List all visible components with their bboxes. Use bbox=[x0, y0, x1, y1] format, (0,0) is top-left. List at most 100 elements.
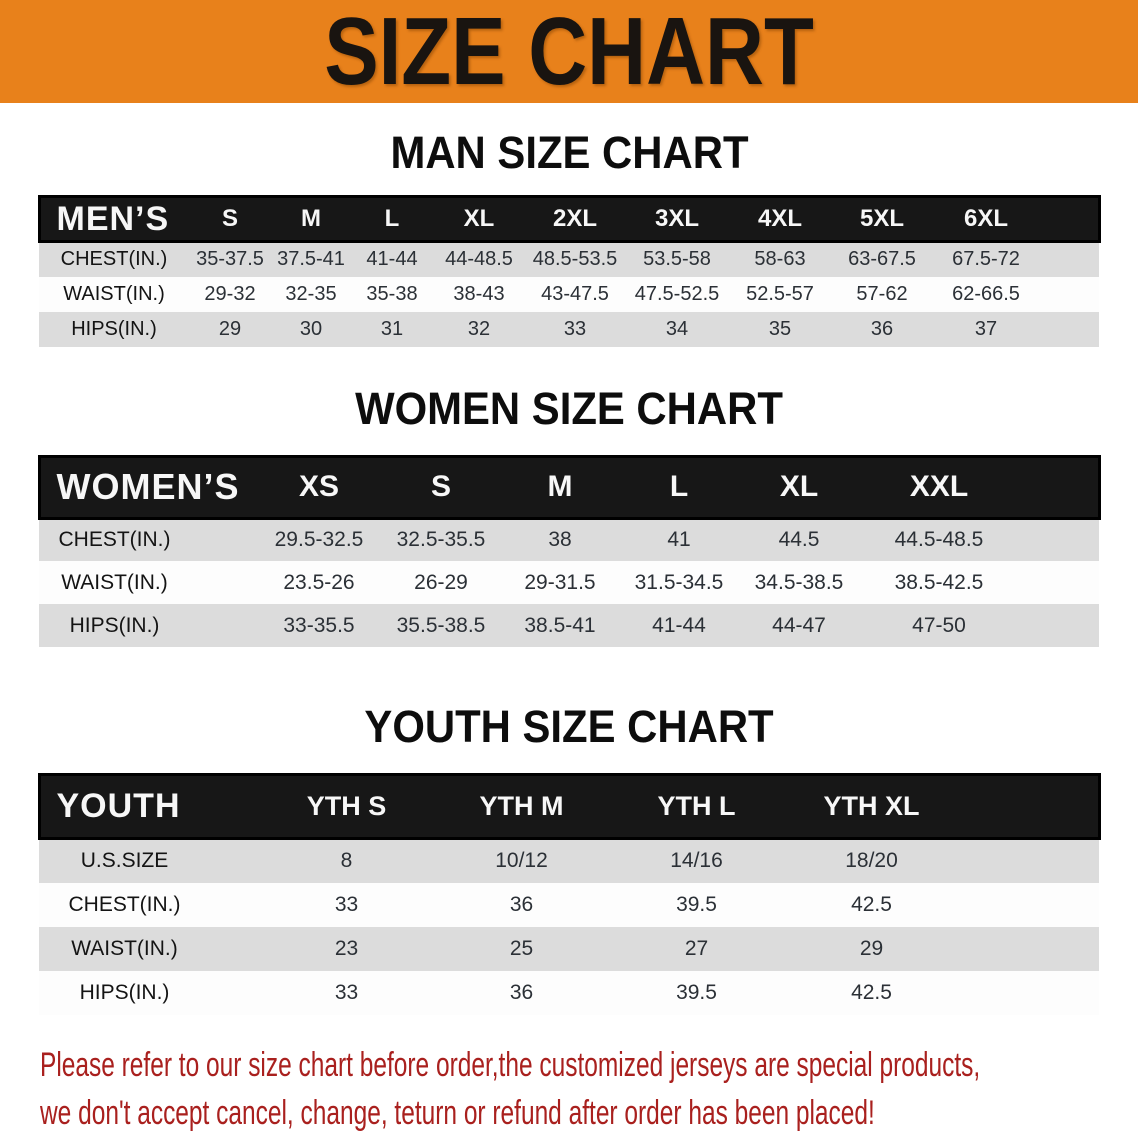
header-spacer bbox=[1039, 197, 1099, 242]
size-value-cell: 39.5 bbox=[676, 892, 717, 916]
size-value-cell: 47-50 bbox=[912, 613, 966, 637]
size-value-cell: 25 bbox=[509, 936, 534, 960]
size-column-header: XL bbox=[779, 470, 819, 503]
size-value-cell: 48.5-53.5 bbox=[532, 248, 618, 271]
row-label: HIPS(IN.) bbox=[79, 980, 170, 1004]
size-value-cell: 32-35 bbox=[285, 282, 337, 305]
size-value-cell: 29 bbox=[218, 317, 242, 340]
size-column-header: S bbox=[430, 470, 451, 503]
row-label: WAIST(IN.) bbox=[63, 282, 165, 305]
men-size-table: MEN’S S M L XL 2XL 3XL 4XL 5XL 6XL CHEST(IN.) 35-3… bbox=[38, 195, 1101, 347]
size-value-cell: 44.5 bbox=[778, 528, 820, 552]
size-value-cell: 29-32 bbox=[204, 282, 256, 305]
row-label: U.S.SIZE bbox=[80, 849, 169, 873]
women-section-heading: WOMEN SIZE CHART bbox=[0, 382, 1138, 434]
size-column-header: 2XL bbox=[552, 205, 597, 232]
size-value-cell: 34.5-38.5 bbox=[754, 570, 844, 594]
size-column-header: YTH M bbox=[479, 791, 564, 821]
size-value-cell: 32.5-35.5 bbox=[396, 528, 486, 552]
size-value-cell: 36 bbox=[509, 980, 534, 1004]
measurement-row: CHEST(IN.) 33 36 39.5 42.5 bbox=[39, 882, 1099, 927]
size-value-cell: 33 bbox=[563, 317, 587, 340]
size-value-cell: 62-66.5 bbox=[952, 282, 1020, 305]
size-column-header: XL bbox=[463, 205, 495, 232]
table-header-row: YOUTH YTH S YTH M YTH L YTH XL bbox=[39, 774, 1099, 839]
youth-size-table: YOUTH YTH S YTH M YTH L YTH XL U.S.SIZE 8 10/1… bbox=[38, 773, 1101, 1015]
disclaimer-line-2: we don't accept cancel, change, teturn o… bbox=[40, 1093, 875, 1132]
women-section-heading-text: WOMEN SIZE CHART bbox=[355, 382, 783, 434]
size-value-cell: 37 bbox=[974, 317, 998, 340]
size-column-header: XXL bbox=[909, 470, 969, 503]
size-value-cell: 23.5-26 bbox=[283, 570, 355, 594]
size-value-cell: 43-47.5 bbox=[541, 282, 609, 305]
row-spacer bbox=[959, 883, 1099, 927]
size-value-cell: 29-31.5 bbox=[524, 570, 596, 594]
disclaimer-line-1: Please refer to our size chart before or… bbox=[40, 1045, 981, 1084]
row-spacer bbox=[959, 927, 1099, 971]
size-value-cell: 34 bbox=[665, 317, 689, 340]
size-value-cell: 26-29 bbox=[414, 570, 468, 594]
size-value-cell: 35 bbox=[768, 317, 792, 340]
women-size-table: WOMEN’S XS S M L XL XXL CHEST(IN.) 29.5-32.5 32.… bbox=[38, 455, 1101, 647]
table-header-row: WOMEN’S XS S M L XL XXL bbox=[39, 456, 1099, 518]
row-label: WAIST(IN.) bbox=[71, 936, 178, 960]
table-header-row: MEN’S S M L XL 2XL 3XL 4XL 5XL 6XL bbox=[39, 196, 1099, 242]
youth-section-heading: YOUTH SIZE CHART bbox=[0, 703, 1138, 751]
size-value-cell: 31.5-34.5 bbox=[634, 570, 724, 594]
table-corner-label: WOMEN’S bbox=[56, 466, 240, 507]
measurement-row: CHEST(IN.) 29.5-32.5 32.5-35.5 38 41 44.5 44.5… bbox=[39, 518, 1099, 561]
size-column-header: 3XL bbox=[654, 205, 699, 232]
measurement-row: HIPS(IN.) 33 36 39.5 42.5 bbox=[39, 970, 1099, 1015]
size-value-cell: 33-35.5 bbox=[283, 613, 355, 637]
measurement-row: WAIST(IN.) 29-32 32-35 35-38 38-43 43-47.5 47.… bbox=[39, 276, 1099, 312]
size-value-cell: 44-47 bbox=[772, 613, 826, 637]
size-value-cell: 44.5-48.5 bbox=[894, 528, 984, 552]
row-label: HIPS(IN.) bbox=[69, 613, 160, 637]
size-value-cell: 42.5 bbox=[851, 980, 892, 1004]
size-value-cell: 30 bbox=[299, 317, 323, 340]
size-chart-banner: SIZE CHART bbox=[0, 0, 1138, 103]
size-value-cell: 29 bbox=[859, 936, 884, 960]
size-column-header: 6XL bbox=[963, 205, 1008, 232]
size-column-header: M bbox=[301, 205, 321, 232]
size-value-cell: 35-37.5 bbox=[196, 248, 264, 271]
row-spacer bbox=[1039, 277, 1099, 312]
men-section-heading-text: MAN SIZE CHART bbox=[389, 127, 749, 178]
size-value-cell: 36 bbox=[870, 317, 894, 340]
size-value-cell: 38.5-41 bbox=[524, 613, 596, 637]
men-section-heading: MAN SIZE CHART bbox=[0, 129, 1138, 177]
size-value-cell: 35-38 bbox=[366, 282, 418, 305]
size-column-header: S bbox=[221, 205, 238, 232]
size-value-cell: 8 bbox=[340, 849, 353, 873]
size-value-cell: 33 bbox=[334, 892, 359, 916]
size-value-cell: 10/12 bbox=[495, 849, 548, 873]
size-value-cell: 36 bbox=[509, 892, 534, 916]
size-column-header: 4XL bbox=[757, 205, 802, 232]
size-value-cell: 18/20 bbox=[845, 849, 898, 873]
row-spacer bbox=[1019, 604, 1099, 647]
size-value-cell: 39.5 bbox=[676, 980, 717, 1004]
row-spacer bbox=[1019, 561, 1099, 604]
size-column-header: M bbox=[547, 470, 573, 503]
row-label: HIPS(IN.) bbox=[71, 317, 157, 340]
size-value-cell: 42.5 bbox=[851, 892, 892, 916]
row-spacer bbox=[1039, 312, 1099, 347]
row-spacer bbox=[1019, 518, 1099, 561]
size-value-cell: 31 bbox=[380, 317, 404, 340]
header-spacer bbox=[1019, 456, 1099, 518]
measurement-row: CHEST(IN.) 35-37.5 37.5-41 41-44 44-48.5 48.5… bbox=[39, 241, 1099, 277]
size-value-cell: 38.5-42.5 bbox=[894, 570, 984, 594]
row-label: CHEST(IN.) bbox=[58, 528, 171, 552]
measurement-row: WAIST(IN.) 23.5-26 26-29 29-31.5 31.5-34.5 34… bbox=[39, 561, 1099, 604]
size-column-header: L bbox=[384, 205, 400, 232]
size-value-cell: 53.5-58 bbox=[643, 248, 711, 271]
disclaimer-text: Please refer to our size chart before or… bbox=[40, 1041, 1138, 1137]
size-value-cell: 27 bbox=[684, 936, 709, 960]
measurement-row: HIPS(IN.) 33-35.5 35.5-38.5 38.5-41 41-44 44-… bbox=[39, 604, 1099, 647]
row-label: CHEST(IN.) bbox=[60, 248, 168, 271]
youth-section-heading-text: YOUTH SIZE CHART bbox=[364, 701, 774, 752]
row-spacer bbox=[959, 971, 1099, 1015]
size-column-header: YTH L bbox=[657, 791, 736, 821]
size-value-cell: 52.5-57 bbox=[746, 282, 814, 305]
row-label: CHEST(IN.) bbox=[68, 892, 181, 916]
